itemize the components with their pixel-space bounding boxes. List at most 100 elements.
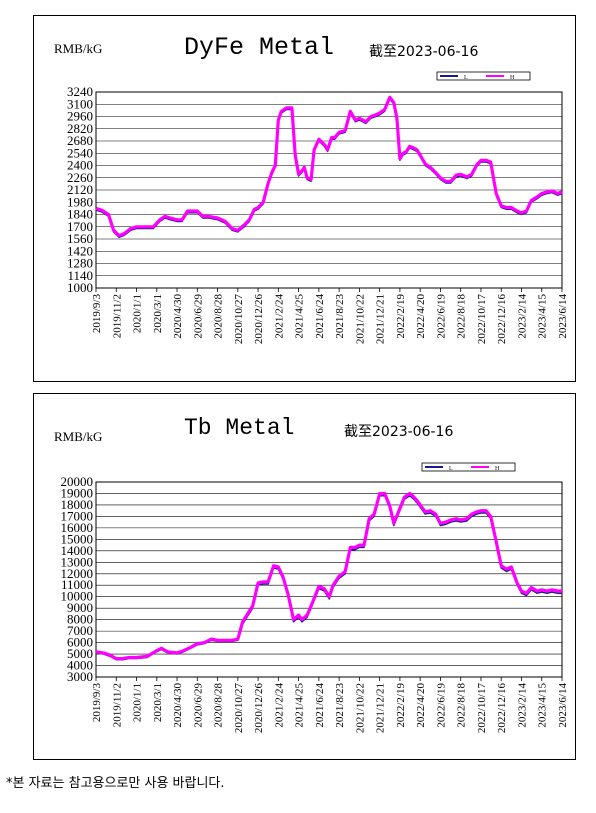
- series-line-h: [95, 95, 563, 238]
- legend-label-l: L: [464, 75, 468, 81]
- y-tick-label: 2540: [67, 145, 93, 160]
- x-tick-label: 2022/2/19: [395, 683, 407, 728]
- x-tick-label: 2019/11/2: [111, 294, 123, 338]
- x-tick-label: 2021/6/24: [314, 294, 326, 339]
- date-note: 截至2023-06-16: [344, 424, 453, 440]
- x-tick-label: 2022/2/19: [395, 294, 407, 339]
- x-tick-label: 2021/4/25: [294, 683, 306, 728]
- plot-frame: [95, 481, 563, 678]
- y-tick-label: 8000: [67, 612, 93, 627]
- x-tick-label: 2020/6/29: [192, 294, 204, 339]
- unit-label: RMB/kG: [54, 41, 102, 56]
- x-tick-label: 2019/9/3: [91, 683, 103, 723]
- unit-label: RMB/kG: [54, 429, 102, 444]
- y-tick-label: 11000: [61, 577, 93, 592]
- x-tick-label: 2021/4/25: [294, 294, 306, 339]
- x-tick-label: 2022/8/18: [456, 294, 468, 339]
- y-tick-label: 19000: [61, 485, 94, 500]
- x-tick-label: 2022/4/20: [415, 294, 427, 339]
- y-tick-label: 1140: [67, 268, 93, 283]
- date-note: 截至2023-06-16: [369, 44, 478, 60]
- y-tick-label: 1980: [67, 194, 93, 209]
- legend: L H: [436, 71, 531, 81]
- y-tick-label: 15000: [61, 531, 94, 546]
- x-tick-label: 2021/10/22: [354, 294, 366, 344]
- x-tick-label: 2020/10/27: [233, 294, 245, 345]
- x-tick-label: 2021/2/24: [273, 683, 285, 728]
- y-tick-label: 14000: [61, 543, 94, 558]
- x-tick-label: 2019/11/2: [111, 683, 123, 727]
- y-tick-label: 1000: [67, 280, 93, 295]
- chart-title: DyFe Metal: [184, 33, 334, 62]
- x-tick-label: 2023/6/14: [557, 294, 569, 339]
- plot-area: 1000114012801420156017001840198021202260…: [67, 84, 569, 344]
- y-tick-label: 3240: [67, 84, 93, 99]
- x-tick-label: 2023/2/14: [516, 294, 528, 339]
- x-tick-label: 2021/6/24: [314, 683, 326, 728]
- x-tick-label: 2021/8/23: [334, 683, 346, 728]
- y-tick-label: 2260: [67, 170, 93, 185]
- legend-box: [421, 462, 516, 472]
- y-tick-label: 7000: [67, 623, 93, 638]
- legend-label-l: L: [449, 466, 453, 472]
- x-tick-label: 2020/8/28: [213, 683, 225, 728]
- legend: L H: [421, 462, 516, 472]
- y-tick-label: 2120: [67, 182, 93, 197]
- dyfe-chart: RMB/kG DyFe Metal 截至2023-06-16 L H 10001…: [54, 33, 569, 344]
- y-tick-label: 3000: [67, 669, 93, 684]
- x-tick-label: 2020/1/1: [132, 294, 144, 333]
- x-tick-label: 2019/9/3: [91, 294, 103, 334]
- dyfe-chart-panel: RMB/kG DyFe Metal 截至2023-06-16 L H 1000 1…: [33, 15, 576, 382]
- y-tick-label: 16000: [61, 520, 94, 535]
- y-tick-label: 2680: [67, 133, 93, 148]
- y-tick-label: 4000: [67, 658, 93, 673]
- y-tick-label: 18000: [61, 497, 94, 512]
- x-tick-label: 2021/12/21: [375, 683, 387, 733]
- footnote: *본 자료는 참고용으로만 사용 바랍니다.: [6, 776, 225, 791]
- legend-box: [436, 71, 531, 81]
- y-tick-label: 13000: [61, 554, 94, 569]
- x-tick-label: 2022/10/17: [476, 294, 488, 345]
- legend-label-h: H: [495, 466, 500, 472]
- y-tick-label: 1840: [67, 207, 93, 222]
- chart-title: Tb Metal: [184, 415, 294, 441]
- y-tick-label: 20000: [61, 474, 94, 489]
- y-tick-label: 1700: [67, 219, 93, 234]
- x-tick-label: 2020/12/26: [253, 683, 265, 734]
- x-tick-label: 2022/12/16: [496, 683, 508, 734]
- x-tick-label: 2020/10/27: [233, 683, 245, 734]
- y-tick-label: 3100: [67, 96, 93, 111]
- x-tick-label: 2021/10/22: [354, 683, 366, 733]
- y-tick-label: 9000: [67, 600, 93, 615]
- x-tick-label: 2021/12/21: [375, 294, 387, 344]
- x-tick-label: 2022/10/17: [476, 683, 488, 734]
- x-tick-label: 2023/6/14: [557, 683, 569, 728]
- y-tick-label: 12000: [61, 566, 94, 581]
- x-tick-label: 2022/6/19: [435, 294, 447, 339]
- tb-chart-panel: RMB/kG Tb Metal 截至2023-06-16 L H 3000 400…: [33, 393, 576, 760]
- x-tick-label: 2022/4/20: [415, 683, 427, 728]
- x-tick-label: 2020/1/1: [132, 683, 144, 722]
- x-tick-label: 2023/4/15: [537, 294, 549, 339]
- y-tick-label: 17000: [61, 508, 94, 523]
- x-tick-label: 2022/12/16: [496, 294, 508, 345]
- y-tick-label: 1280: [67, 256, 93, 271]
- y-tick-label: 5000: [67, 646, 93, 661]
- x-tick-label: 2020/8/28: [213, 294, 225, 339]
- x-tick-label: 2020/3/1: [152, 683, 164, 722]
- tb-chart: RMB/kG Tb Metal 截至2023-06-16 L H 3000400…: [54, 415, 570, 733]
- x-tick-label: 2020/6/29: [192, 683, 204, 728]
- legend-label-h: H: [510, 75, 515, 81]
- plot-area: 3000400050006000700080009000100001100012…: [61, 474, 570, 733]
- x-tick-label: 2020/4/30: [172, 683, 184, 728]
- x-tick-label: 2021/2/24: [273, 294, 285, 339]
- y-tick-label: 2400: [67, 158, 93, 173]
- x-tick-label: 2020/3/1: [152, 294, 164, 333]
- x-tick-label: 2022/8/18: [456, 683, 468, 728]
- y-tick-label: 1420: [67, 243, 93, 258]
- y-tick-label: 2960: [67, 109, 93, 124]
- x-tick-label: 2021/8/23: [334, 294, 346, 339]
- y-tick-label: 2820: [67, 121, 93, 136]
- x-tick-label: 2023/4/15: [537, 683, 549, 728]
- x-tick-label: 2023/2/14: [516, 683, 528, 728]
